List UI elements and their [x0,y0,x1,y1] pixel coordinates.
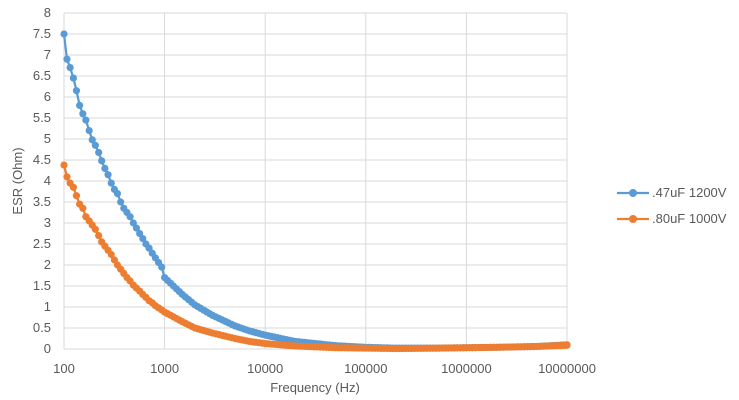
legend-item: .47uF 1200V [617,185,727,200]
data-point [104,171,112,179]
x-tick-label: 1000 [150,361,179,376]
y-axis-label: ESR (Ohm) [10,147,25,214]
data-point [563,341,571,349]
y-tick-label: 4.5 [33,152,51,167]
data-point [76,101,84,109]
y-tick-label: 2.5 [33,236,51,251]
data-point [85,127,93,135]
x-tick-label: 10000 [247,361,283,376]
data-point [91,225,99,233]
x-tick-label: 100 [53,361,75,376]
legend-label: .47uF 1200V [652,185,727,200]
y-tick-label: 4 [44,173,51,188]
data-point [79,110,87,118]
y-tick-label: 5.5 [33,110,51,125]
y-tick-label: 7.5 [33,26,51,41]
series-line [62,164,568,350]
y-tick-label: 3 [44,215,51,230]
data-point [63,173,71,181]
data-point [126,213,134,221]
data-point [82,116,90,124]
y-tick-label: 8 [44,5,51,20]
grid [63,12,568,350]
series-2 [60,161,571,353]
y-tick-label: 0.5 [33,320,51,335]
data-point [91,141,99,149]
data-point [95,232,103,240]
y-tick-label: 1.5 [33,278,51,293]
x-axis-ticks: 100 1000 10000 100000 1000000 10000000 [53,361,596,376]
y-tick-label: 1 [44,299,51,314]
y-tick-label: 0 [44,341,51,356]
data-point [88,136,96,144]
data-point [101,164,109,172]
data-point [69,183,77,191]
legend-item: .80uF 1000V [617,211,727,226]
legend-swatch-marker [629,189,637,197]
x-tick-label: 1000000 [441,361,492,376]
x-tick-label: 100000 [344,361,387,376]
y-tick-label: 7 [44,47,51,62]
data-point [66,64,74,72]
data-point [113,190,122,198]
data-point [107,250,115,259]
data-point [72,192,81,200]
y-tick-label: 5 [44,131,51,146]
series-line [62,33,568,350]
data-point [98,157,106,165]
y-tick-label: 3.5 [33,194,51,209]
y-tick-label: 2 [44,257,51,272]
x-tick-label: 10000000 [538,361,596,376]
data-point [69,74,77,82]
data-point [117,198,125,206]
data-point [79,204,87,212]
y-tick-label: 6 [44,89,51,104]
series-1 [60,30,571,352]
legend-label: .80uF 1000V [652,211,727,226]
y-tick-label: 6.5 [33,68,51,83]
data-point [158,263,166,271]
data-point [139,234,147,243]
data-point [72,87,81,95]
data-point [60,161,68,169]
data-point [107,179,115,187]
data-point [60,30,68,38]
y-axis-ticks: 0 0.5 1 1.5 2 2.5 3 3.5 4 4.5 5 5.5 6 6.5 7 7.5 8 [33,5,51,356]
data-point [63,55,71,63]
data-point [132,224,141,232]
series-layer [60,30,571,353]
legend-swatch-marker [629,215,637,223]
legend: .47uF 1200V .80uF 1000V [617,185,727,226]
data-point [95,148,103,157]
x-axis-label: Frequency (Hz) [270,380,360,395]
